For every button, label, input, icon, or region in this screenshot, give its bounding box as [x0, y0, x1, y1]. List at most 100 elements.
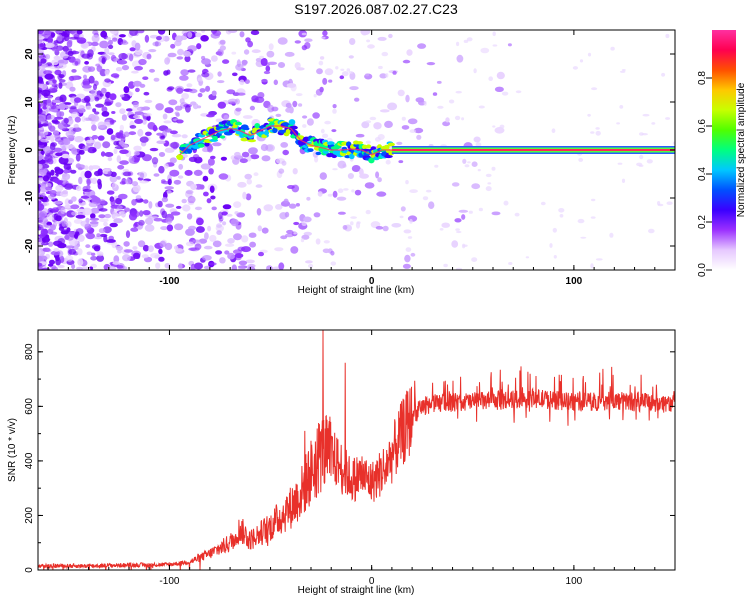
spectrogram-cell: [87, 146, 97, 154]
spectrogram-cell: [244, 79, 250, 84]
spectrogram-cell: [239, 79, 245, 86]
spectrogram-cell: [75, 185, 82, 192]
spectrogram-cell: [61, 153, 70, 159]
spectrogram-cell: [145, 131, 152, 136]
spectrogram-cell: [106, 128, 114, 135]
spectrogram-cell: [88, 75, 95, 84]
spectrogram-cell: [89, 217, 100, 221]
spectrogram-cell: [52, 178, 60, 183]
spectrogram-cell: [577, 218, 585, 224]
spectrogram-cell: [448, 99, 455, 104]
spectrogram-cell: [40, 192, 46, 198]
spectrogram-cell: [151, 157, 159, 165]
spectrogram-cell: [346, 68, 351, 72]
spectrogram-cell: [110, 199, 116, 207]
spectrogram-cell: [73, 219, 83, 224]
spectrogram-cell: [160, 135, 165, 139]
spectrogram-cell: [454, 218, 462, 223]
spectrogram-cell: [159, 240, 167, 248]
spectrogram-cell: [285, 107, 293, 113]
spectrogram-cell: [175, 205, 182, 209]
spectrogram-cell: [285, 102, 292, 109]
spectrogram-cell: [38, 153, 44, 161]
spectrogram-cell: [319, 172, 327, 180]
spectrogram-cell: [376, 191, 387, 197]
spectrogram-cell: [399, 215, 404, 219]
spectrogram-cell: [255, 57, 262, 63]
spectrogram-cell: [49, 65, 59, 70]
spectrogram-cell: [134, 198, 144, 203]
spectrogram-cell: [284, 51, 295, 57]
spectrogram-cell: [78, 108, 85, 114]
spectrogram-cell: [38, 249, 42, 256]
spectrogram-cell: [96, 233, 101, 238]
spectrogram-cell: [123, 249, 133, 253]
spectrogram-cell: [553, 254, 557, 259]
spectrogram-cell: [639, 154, 644, 160]
spectrogram-cell: [155, 262, 161, 269]
spectrogram-cell: [337, 188, 344, 193]
spectrogram-cell: [402, 263, 411, 269]
spectrogram-cell: [365, 140, 371, 144]
spectrogram-cell: [138, 219, 145, 226]
spectrogram-cell: [98, 199, 106, 205]
spectrogram-cell: [193, 169, 203, 176]
spectrogram-cell: [233, 233, 242, 241]
spectrogram-cell: [146, 53, 152, 60]
spectrogram-cell: [103, 168, 112, 172]
spectrogram-cell: [187, 31, 193, 38]
spectrogram-cell: [147, 245, 154, 253]
spectrogram-cell: [134, 42, 141, 51]
spectrogram-cell: [410, 252, 416, 257]
spectrogram-cell: [164, 186, 174, 190]
spectrogram-cell: [461, 117, 465, 121]
spectrogram-cell: [302, 124, 307, 128]
spectrogram-cell: [619, 70, 626, 73]
spectrogram-cell: [590, 216, 596, 219]
spectrogram-cell: [246, 178, 252, 185]
spectrogram-cell: [66, 221, 72, 228]
spectrogram-cell: [436, 80, 442, 84]
spectrogram-cell: [109, 119, 117, 123]
spectrogram-cell: [385, 159, 391, 165]
spectrogram-cell: [44, 73, 54, 80]
spectrogram-cell: [210, 155, 216, 160]
spectrogram-cell: [218, 173, 229, 180]
spectrogram-cell: [219, 257, 226, 264]
spectrogram-cell: [260, 58, 268, 66]
spectrogram-cell: [164, 242, 173, 251]
spectrogram-cell: [354, 189, 362, 196]
spectrogram-cell: [153, 217, 163, 222]
spectrogram-cell: [332, 104, 337, 109]
spectrogram-cell: [177, 175, 184, 179]
spectrogram-cell: [466, 37, 473, 42]
spectrogram-cell: [132, 80, 142, 87]
spectrogram-cell: [63, 169, 69, 174]
spectrogram-cell: [595, 127, 600, 130]
spectrogram-cell: [98, 228, 106, 234]
spectrogram-cell: [337, 160, 347, 169]
spectrogram-cell: [71, 69, 77, 73]
spectrogram-cell: [374, 137, 381, 142]
spectrogram-cell: [112, 37, 118, 42]
spectrogram-cell: [104, 78, 111, 83]
spectrogram-cell: [104, 213, 112, 219]
spectrogram-cell: [248, 232, 257, 238]
spectrogram-cell: [455, 228, 460, 231]
spectrogram-cell: [451, 182, 460, 187]
spectrogram-cell: [195, 226, 205, 233]
spectrogram-cell: [315, 151, 322, 156]
spectrogram-cell: [179, 98, 185, 104]
spectrogram-cell: [92, 108, 97, 113]
spectrogram-cell: [253, 172, 259, 177]
spectrogram-cell: [292, 168, 298, 175]
spectrogram-cell: [366, 39, 371, 43]
spectrogram-cell: [95, 63, 101, 67]
spectrogram-cell: [109, 93, 117, 101]
spectrogram-cell: [354, 97, 360, 102]
spectrogram-cell: [124, 207, 130, 212]
spectrogram-cell: [196, 105, 202, 109]
spectrogram-cell: [101, 111, 110, 117]
spectrogram-cell: [595, 258, 603, 261]
